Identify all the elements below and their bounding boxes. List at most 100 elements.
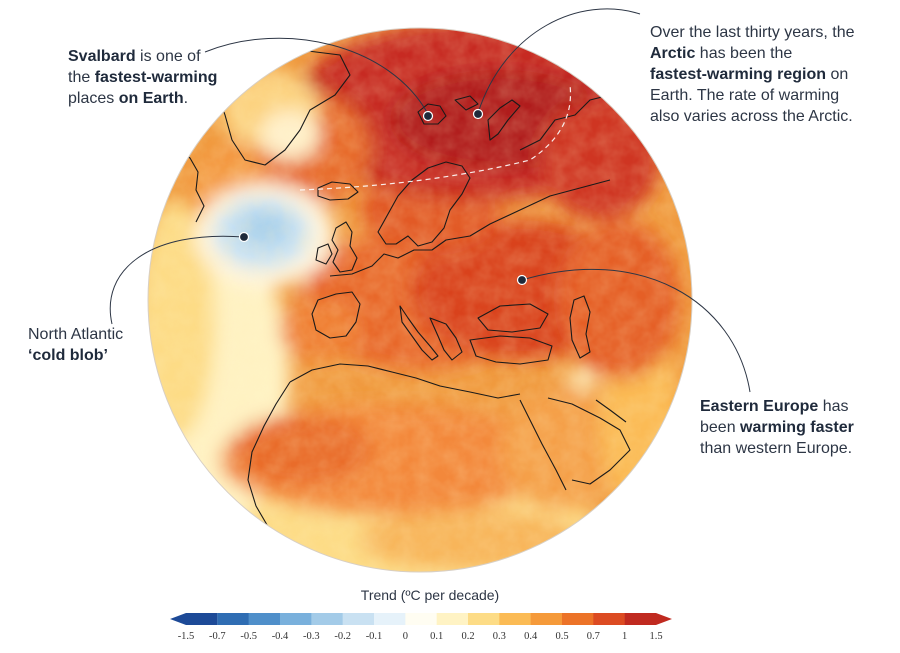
annotation-text: Earth. The rate of warming <box>650 87 840 104</box>
coast-novaya-zemlya <box>487 99 521 141</box>
colorbar-segment <box>170 613 218 625</box>
coast-balkans <box>429 317 463 361</box>
colorbar-segment <box>624 613 672 625</box>
annotation-bold-text: Svalbard <box>68 48 136 65</box>
annotation-bold-text: on Earth <box>118 90 184 107</box>
annotation-text: has been the <box>695 45 793 62</box>
coast-black-sea <box>477 303 549 333</box>
colorbar-tick-label: 0.4 <box>524 631 538 642</box>
annotation-text: been <box>700 419 741 436</box>
colorbar-segment <box>217 613 249 625</box>
colorbar-tick-label: 0.2 <box>461 631 474 642</box>
annotation-text: the <box>68 69 95 86</box>
texture-grain <box>148 28 692 572</box>
annotation-text: North Atlantic <box>28 326 124 343</box>
colorbar-tick-label: -0.5 <box>240 631 257 642</box>
coast-franz-josef <box>454 95 479 111</box>
coast-britain <box>331 221 358 273</box>
coast-north-africa <box>289 363 521 399</box>
coast-italy <box>399 305 439 361</box>
annotation-bold-text: Arctic <box>650 45 696 62</box>
marker-svalbard <box>422 110 434 122</box>
colorbar-tick-label: 1.5 <box>649 631 662 642</box>
colorbar-tick-label: -0.4 <box>272 631 289 642</box>
colorbar-segment <box>499 613 531 625</box>
colorbar-segment <box>405 613 437 625</box>
annotation-text: has <box>818 398 849 415</box>
annotation-line: been warming faster <box>700 417 854 438</box>
colorbar-tick-label: -1.5 <box>178 631 195 642</box>
coast-greenland <box>214 49 351 166</box>
annotation-text: places <box>68 90 119 107</box>
coast-scandinavia <box>377 161 471 247</box>
colorbar-segment <box>436 613 469 625</box>
annotation-line: also varies across the Arctic. <box>650 106 855 127</box>
globe-outline <box>147 27 693 573</box>
annotation-text: is one of <box>135 48 201 65</box>
coast-iberia <box>311 291 361 339</box>
annotation-line: Svalbard is one of <box>68 46 217 67</box>
annotation-bold-text: ‘cold blob’ <box>28 347 108 364</box>
annotation-line: the fastest-warming <box>68 67 217 88</box>
colorbar-segment <box>593 613 625 625</box>
colorbar-tick-label: 0.3 <box>493 631 506 642</box>
annotation-svalbard: Svalbard is one of the fastest-warming pla… <box>68 46 217 109</box>
coast-turkey <box>469 335 553 365</box>
colorbar-tick-label: -0.3 <box>303 631 320 642</box>
marker-eastern-europe <box>516 274 528 286</box>
marker-arctic <box>472 108 484 120</box>
legend-colorbar: -1.5 -0.7 -0.5 -0.4 -0.3 -0.2 -0.1 0 0.1 0.2 0.3 0.… <box>170 613 672 642</box>
leader-eastern-europe <box>521 268 751 393</box>
coast-europe <box>329 179 611 277</box>
annotation-bold-text: fastest-warming region <box>650 66 827 83</box>
colorbar-tick-label: -0.1 <box>366 631 383 642</box>
colorbar-segment <box>374 613 406 625</box>
leader-lines <box>109 8 751 393</box>
coast-red-sea <box>519 399 567 491</box>
annotation-text: also varies across the Arctic. <box>650 108 853 125</box>
annotation-line: Earth. The rate of warming <box>650 85 855 106</box>
coast-arabia <box>547 397 631 485</box>
annotation-line: fastest-warming region on <box>650 64 855 85</box>
annotation-line: than western Europe. <box>700 438 854 459</box>
colorbar-tick-label: 0.7 <box>587 631 600 642</box>
colorbar-segment <box>280 613 312 625</box>
annotation-line: ‘cold blob’ <box>28 345 123 366</box>
annotation-line: North Atlantic <box>28 324 123 345</box>
leader-arctic <box>477 8 641 114</box>
colorbar-tick-label: -0.7 <box>209 631 226 642</box>
annotation-text: . <box>183 90 189 107</box>
coast-iceland <box>317 181 359 201</box>
colorbar-segment <box>342 613 375 625</box>
colorbar-segment <box>468 613 500 625</box>
annotation-eastern-europe: Eastern Europe has been warming faster tha… <box>700 396 854 459</box>
legend-title: Trend (ºC per decade) <box>360 587 500 603</box>
colorbar-segment <box>311 613 343 625</box>
annotation-bold-text: warming faster <box>740 419 854 436</box>
colorbar-tick-label: -0.2 <box>334 631 351 642</box>
colorbar-tick-label: 0.5 <box>555 631 568 642</box>
annotation-text: Over the last thirty years, the <box>650 24 855 41</box>
colorbar-tick-label: 0 <box>403 631 408 642</box>
annotation-line: Over the last thirty years, the <box>650 22 855 43</box>
coast-ireland <box>315 243 333 265</box>
annotation-arctic: Over the last thirty years, the Arctic ha… <box>650 22 855 127</box>
annotation-bold-text: Eastern Europe <box>700 398 819 415</box>
annotation-line: places on Earth. <box>68 88 217 109</box>
annotation-cold-blob: North Atlantic ‘cold blob’ <box>28 324 123 366</box>
globe <box>148 28 692 572</box>
annotation-text: than western Europe. <box>700 440 853 457</box>
annotation-line: Eastern Europe has <box>700 396 854 417</box>
annotation-line: Arctic has been the <box>650 43 855 64</box>
colorbar-segment <box>248 613 281 625</box>
leader-cold-blob <box>109 235 245 325</box>
colorbar-segment <box>562 613 594 625</box>
annotation-bold-text: fastest-warming <box>94 69 218 86</box>
arctic-circle-line <box>299 84 572 191</box>
coast-gulf <box>595 399 627 423</box>
coast-svalbard <box>417 103 447 125</box>
colorbar-segment <box>530 613 563 625</box>
marker-dots <box>238 108 528 286</box>
coast-caspian <box>569 295 591 359</box>
